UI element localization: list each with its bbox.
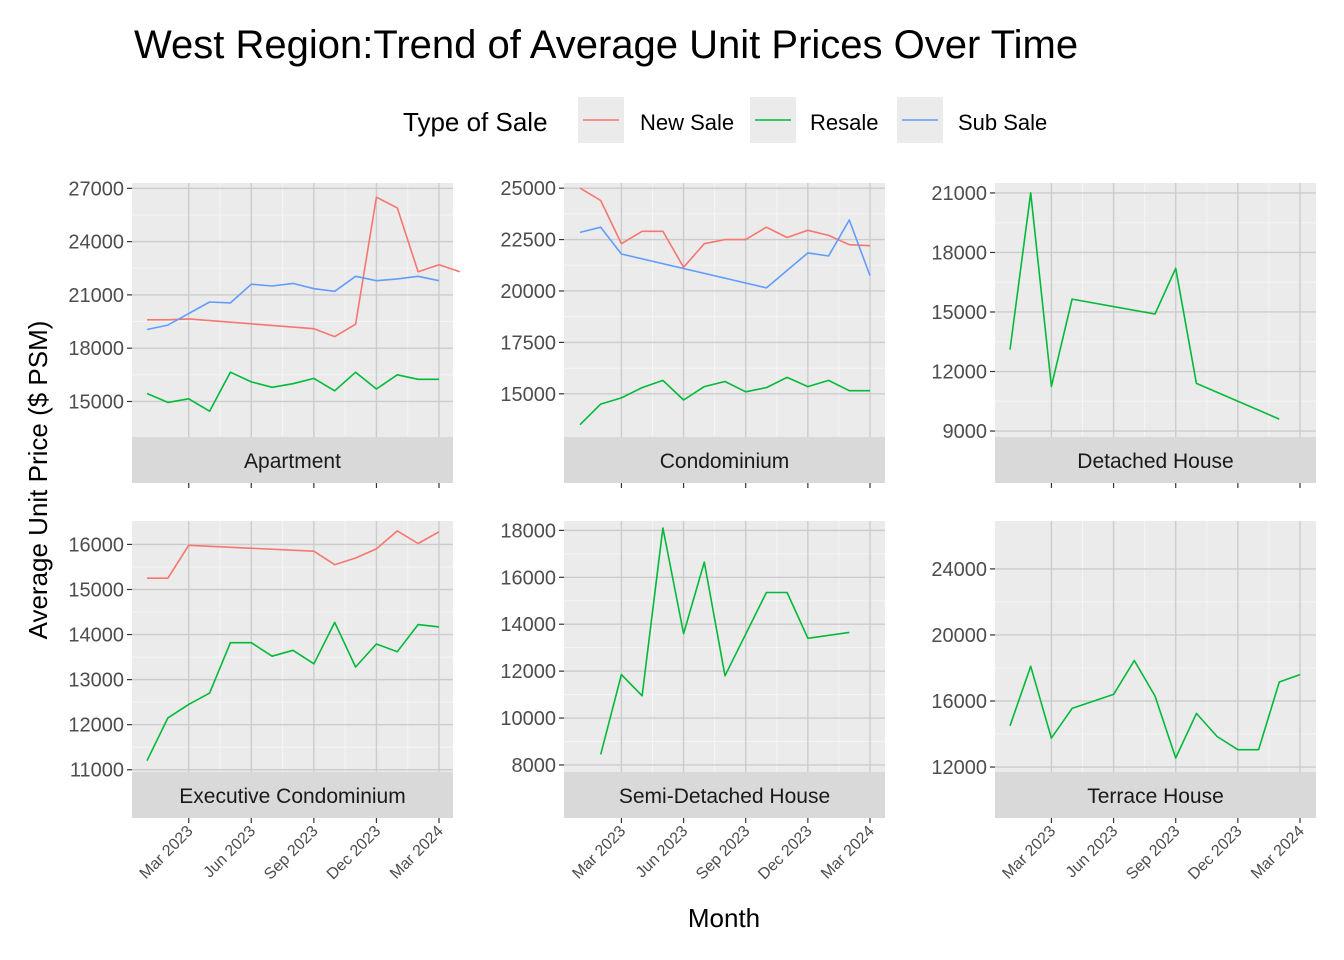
- panel-background: [564, 521, 885, 772]
- x-axis-title: Month: [688, 903, 760, 933]
- facet-strip-label: Detached House: [1077, 450, 1233, 473]
- y-tick-label: 17500: [500, 332, 556, 354]
- y-tick-label: 18000: [500, 520, 556, 542]
- y-tick-label: 25000: [500, 178, 556, 200]
- series-line-sub-sale: [579, 219, 871, 289]
- series-line-resale: [579, 376, 870, 426]
- facet-strip: [132, 437, 453, 483]
- legend-title: Type of Sale: [403, 107, 548, 137]
- y-tick-label: 20000: [500, 281, 556, 303]
- x-tick-label: Sep 2023: [1123, 823, 1184, 884]
- y-tick-label: 8000: [512, 755, 557, 777]
- facet-strip: [564, 772, 885, 818]
- y-tick-label: 13000: [68, 670, 124, 692]
- y-tick-label: 15000: [500, 384, 556, 406]
- x-tick-label: Mar 2023: [999, 823, 1059, 883]
- facet-strip-label: Executive Condominium: [179, 785, 405, 808]
- y-tick-label: 9000: [943, 421, 988, 443]
- y-tick-label: 24000: [931, 559, 987, 581]
- y-tick-label: 16000: [68, 534, 124, 556]
- x-tick-label: Mar 2024: [387, 823, 447, 883]
- panel-background: [132, 183, 453, 437]
- y-tick-label: 12000: [68, 715, 124, 737]
- y-tick-label: 16000: [500, 567, 556, 589]
- legend-entries: New Sale Resale Sub Sale: [578, 97, 1047, 143]
- y-tick-label: 24000: [68, 232, 124, 254]
- panel-background: [132, 521, 453, 772]
- chart-title: West Region:Trend of Average Unit Prices…: [134, 23, 1078, 67]
- y-tick-label: 11000: [70, 760, 124, 782]
- y-tick-label: 15000: [931, 302, 987, 324]
- series-line-resale: [146, 371, 439, 413]
- y-tick-label: 12000: [931, 757, 987, 779]
- x-tick-label: Mar 2023: [569, 823, 629, 883]
- x-tick-label: Sep 2023: [261, 823, 322, 884]
- x-tick-label: Mar 2024: [1248, 823, 1308, 883]
- facet-panels: 1500018000210002400027000Apartment150001…: [68, 178, 1316, 883]
- series-line-resale: [1009, 659, 1301, 759]
- series-line-new-sale: [147, 530, 440, 580]
- y-tick-label: 22500: [500, 230, 556, 252]
- legend: Type of Sale New Sale Resale Sub Sale: [403, 97, 1047, 143]
- legend-entry: New Sale: [578, 97, 734, 143]
- y-tick-label: 12000: [931, 362, 987, 384]
- facet-strip: [995, 437, 1316, 483]
- facet-panel: 11000 12000 13000 14000 15000 16000 Mar 2023 Ju…: [68, 521, 453, 883]
- y-tick-label: 14000: [500, 614, 556, 636]
- facet-strip: [564, 437, 885, 483]
- facet-strip-label: Condominium: [660, 450, 790, 473]
- y-tick-label: 27000: [68, 178, 124, 200]
- facet-panel: 9000 12000 15000 18000 21000 Detached House: [931, 183, 1316, 488]
- y-tick-label: 21000: [68, 285, 124, 307]
- facet-panel: 8000 10000 12000 14000 16000 18000 Mar 2023 Jun…: [500, 520, 885, 883]
- facet-strip-label: Terrace House: [1087, 785, 1224, 808]
- panel-background: [564, 183, 885, 437]
- series-line-resale: [1009, 192, 1280, 420]
- legend-entry: Sub Sale: [897, 97, 1047, 143]
- facet-panel: 12000 16000 20000 24000 Mar 2023 Jun 2023 Sep …: [931, 521, 1316, 883]
- facet-strip-label: Semi-Detached House: [619, 785, 830, 808]
- facet-panel: 15000 18000 21000 24000 27000 Apartment: [68, 178, 461, 488]
- series-line-resale: [599, 527, 850, 755]
- series-line-new-sale: [579, 187, 871, 269]
- series-line-sub-sale: [146, 275, 440, 331]
- x-tick-label: Mar 2024: [818, 823, 878, 883]
- series-line-resale: [146, 621, 440, 762]
- legend-entry-label: New Sale: [640, 110, 734, 135]
- legend-entry: Resale: [750, 97, 878, 143]
- x-tick-label: Mar 2023: [137, 823, 197, 883]
- facet-strip: [132, 772, 453, 818]
- series-line-new-sale: [147, 196, 461, 338]
- y-tick-label: 20000: [931, 625, 987, 647]
- panel-background: [995, 183, 1316, 437]
- x-tick-label: Jun 2023: [1063, 823, 1122, 882]
- y-tick-label: 10000: [500, 708, 556, 730]
- y-tick-label: 12000: [500, 661, 556, 683]
- x-tick-label: Jun 2023: [633, 823, 692, 882]
- y-tick-label: 21000: [931, 183, 987, 205]
- y-axis-title: Average Unit Price ($ PSM): [23, 321, 53, 640]
- y-tick-label: 15000: [68, 391, 124, 413]
- legend-entry-label: Sub Sale: [958, 110, 1047, 135]
- y-tick-label: 18000: [68, 338, 124, 360]
- facet-panel: 15000 17500 20000 22500 25000 Condominium: [500, 178, 885, 488]
- x-tick-label: Sep 2023: [693, 823, 754, 884]
- y-tick-label: 15000: [68, 579, 124, 601]
- x-tick-label: Jun 2023: [201, 823, 260, 882]
- legend-entry-label: Resale: [810, 110, 878, 135]
- x-tick-label: Dec 2023: [755, 823, 816, 884]
- x-tick-label: Dec 2023: [324, 823, 385, 884]
- y-tick-label: 16000: [931, 691, 987, 713]
- y-tick-label: 18000: [931, 242, 987, 264]
- y-tick-label: 14000: [68, 625, 124, 647]
- facet-strip: [995, 772, 1316, 818]
- facet-strip-label: Apartment: [244, 450, 341, 473]
- x-tick-label: Dec 2023: [1185, 823, 1246, 884]
